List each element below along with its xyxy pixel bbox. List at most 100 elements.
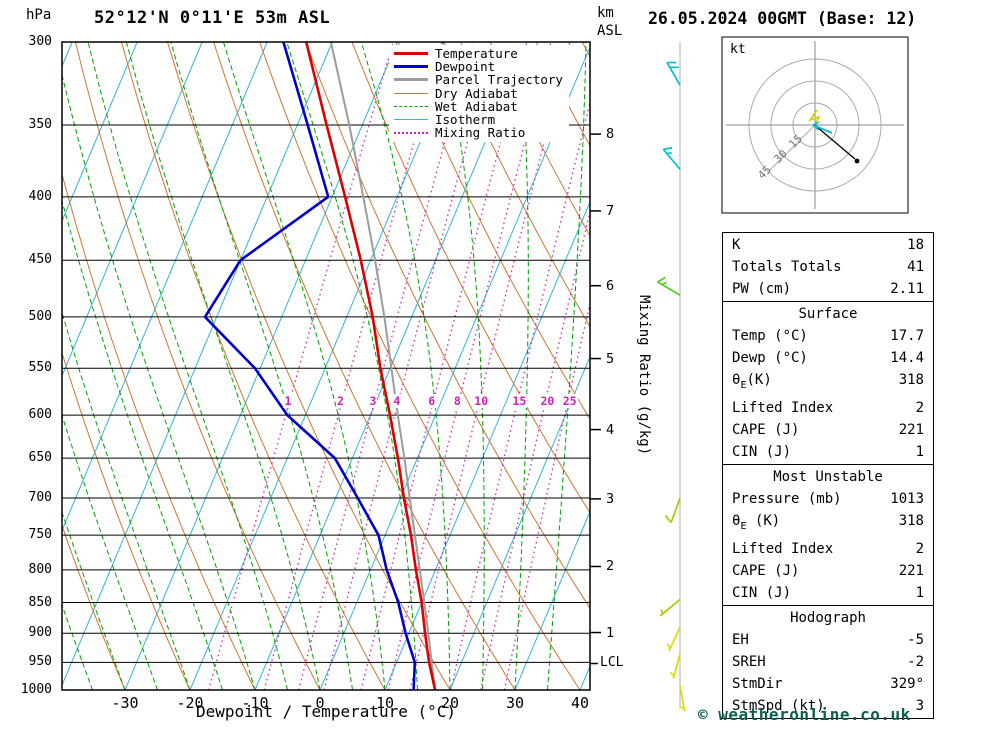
table-row-value: 329° [890, 675, 924, 692]
km-tick-label: 1 [606, 624, 615, 641]
table-row: θE(K) 318 [723, 369, 933, 397]
table-row: CIN (J) 1 [723, 582, 933, 604]
table-row-value: -5 [907, 631, 924, 648]
pressure-tick-label: 950 [28, 654, 52, 670]
table-section-title: Surface [798, 306, 858, 322]
table-row-label: CIN (J) [732, 584, 792, 601]
legend-line-sample [394, 78, 428, 82]
mixing-ratio-value-label: 10 [473, 394, 490, 409]
table-row-label: CAPE (J) [732, 421, 800, 438]
pressure-tick-label: 1000 [20, 682, 52, 697]
km-tick-label: 7 [606, 202, 615, 219]
dewpoint-curve [203, 42, 417, 690]
table-row-label: θE (K) [732, 512, 781, 532]
pressure-tick-label: 500 [28, 308, 52, 324]
table-row-value: 221 [898, 421, 924, 438]
table-row: EH -5 [723, 629, 933, 651]
pressure-tick-label: 900 [28, 625, 52, 641]
run-datetime: 26.05.2024 00GMT (Base: 12) [648, 9, 917, 28]
table-row-label: StmDir [732, 675, 783, 692]
legend-item: Dewpoint [394, 59, 563, 75]
pressure-tick-label: 850 [28, 594, 52, 610]
table-section: K 18 Totals Totals 41 PW (cm) 2.11 [723, 233, 933, 301]
table-row-value: 18 [907, 237, 924, 253]
table-row-value: 2 [915, 399, 924, 416]
legend-item: Parcel Trajectory [394, 72, 563, 87]
pressure-tick-label: 650 [28, 450, 52, 466]
table-row: StmDir 329° [723, 673, 933, 695]
wind-barb [666, 626, 681, 652]
table-row-label: Totals Totals [732, 259, 842, 275]
table-row-label: Dewp (°C) [732, 350, 808, 366]
temperature-curve [304, 42, 437, 690]
table-section: Surface Temp (°C) 17.7 Dewp (°C) 14.4 θE(K) 31… [723, 301, 933, 464]
pressure-tick-label: 750 [28, 527, 52, 543]
wind-barb [659, 598, 681, 617]
table-row: CIN (J) 1 [723, 441, 933, 463]
pressure-tick-label: 300 [28, 34, 52, 49]
table-row-label: K [732, 237, 741, 253]
legend-label: Dewpoint [435, 59, 496, 75]
table-section: Most Unstable Pressure (mb) 1013 θE (K) 318 L… [723, 463, 933, 605]
legend-line-sample [394, 119, 428, 121]
temperature-tick-label: -10 [241, 694, 269, 712]
table-row-label: StmSpd (kt) [732, 697, 825, 714]
hodograph-unit-label: kt [730, 42, 746, 57]
temperature-tick-label: 30 [505, 694, 525, 712]
mixing-ratio-value-label: 8 [452, 394, 462, 409]
legend-label: Mixing Ratio [435, 125, 526, 141]
wind-barb [679, 685, 686, 712]
plot-area [62, 42, 590, 690]
mixing-ratio-value-label: 15 [511, 394, 528, 409]
legend-label: Dry Adiabat [435, 85, 518, 101]
table-row: StmSpd (kt) 3 [723, 695, 933, 717]
temperature-tick-label: 10 [375, 694, 395, 712]
km-tick-label: 8 [606, 126, 615, 143]
pressure-tick-label: 350 [28, 116, 52, 132]
pressure-axis-unit: hPa [26, 7, 52, 23]
table-row-value: 1013 [890, 490, 924, 507]
mixing-ratio-value-label: 4 [392, 394, 402, 409]
pressure-tick-label: 550 [28, 360, 52, 376]
mixing-ratio-value-label: 1 [283, 394, 293, 409]
table-row-value: 318 [898, 372, 924, 388]
legend-label: Wet Adiabat [435, 98, 518, 114]
table-row-label: SREH [732, 653, 766, 670]
legend-line-sample [394, 92, 428, 94]
legend-line-sample [394, 131, 428, 134]
mixing-ratio-value-label: 20 [539, 394, 556, 409]
table-row: Lifted Index 2 [723, 397, 933, 419]
table-row-value: -2 [907, 653, 924, 670]
table-row-value: 1 [915, 443, 924, 460]
temperature-tick-label: -30 [111, 694, 139, 712]
pressure-tick-label: 600 [28, 407, 52, 423]
lcl-label: LCL [600, 655, 624, 670]
table-row: Temp (°C) 17.7 [723, 325, 933, 347]
legend: Temperature Dewpoint Parcel Trajectory Dry … [389, 45, 569, 143]
right-axis-label: Mixing Ratio (g/kg) [636, 295, 652, 456]
table-row-label: CAPE (J) [732, 562, 800, 579]
table-row-value: 318 [898, 512, 924, 529]
legend-item: Isotherm [394, 112, 563, 127]
table-row: Lifted Index 2 [723, 538, 933, 560]
pressure-tick-label: 800 [28, 561, 52, 577]
table-row-value: 2 [915, 540, 924, 557]
table-row-label: EH [732, 631, 749, 648]
table-row: Totals Totals 41 [723, 256, 933, 278]
wind-barb [657, 276, 681, 296]
table-row-label: CIN (J) [732, 443, 792, 460]
wind-barb [664, 497, 681, 524]
table-row: K 18 [723, 234, 933, 256]
table-row-label: Temp (°C) [732, 328, 808, 344]
x-axis-label: Dewpoint / Temperature (°C) [195, 702, 457, 721]
table-row: CAPE (J) 221 [723, 419, 933, 441]
wind-barb [669, 653, 681, 680]
mixing-ratio-value-label: 2 [335, 394, 345, 409]
table-row-value: 17.7 [890, 328, 924, 344]
table-row: Dewp (°C) 14.4 [723, 347, 933, 369]
mixing-ratio-value-label: 6 [427, 394, 437, 409]
pressure-tick-label: 400 [28, 188, 52, 204]
copyright: © weatheronline.co.uk [698, 705, 911, 724]
